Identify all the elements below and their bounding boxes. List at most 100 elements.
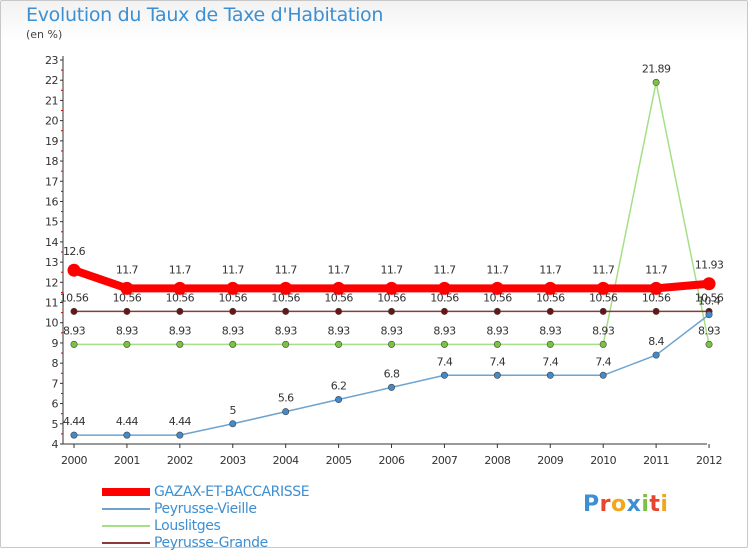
data-point bbox=[388, 383, 396, 391]
legend-swatch-louslitges bbox=[102, 525, 150, 527]
y-tick-label: 21 bbox=[45, 94, 58, 107]
data-point bbox=[67, 263, 81, 277]
x-tick-label: 2002 bbox=[167, 454, 193, 467]
data-point bbox=[279, 281, 293, 295]
legend-swatch-gazax bbox=[102, 488, 150, 496]
data-point bbox=[599, 340, 607, 348]
data-point bbox=[176, 340, 184, 348]
data-label: 11.7 bbox=[645, 263, 668, 276]
data-label: 5 bbox=[230, 404, 237, 417]
data-label: 10.56 bbox=[60, 291, 89, 304]
data-label: 8.93 bbox=[380, 324, 403, 337]
data-point bbox=[282, 408, 290, 416]
data-point bbox=[493, 371, 501, 379]
legend-label-gazax: GAZAX-ET-BACCARISSE bbox=[154, 484, 310, 500]
y-tick-label: 10 bbox=[45, 317, 58, 330]
legend-label-peyrusse-grande: Peyrusse-Grande bbox=[154, 535, 268, 551]
x-tick-label: 2001 bbox=[114, 454, 140, 467]
brand-letter: x bbox=[626, 492, 642, 517]
data-point bbox=[546, 307, 554, 315]
data-label: 6.2 bbox=[331, 380, 347, 393]
y-tick-label: 19 bbox=[45, 135, 58, 148]
data-point bbox=[493, 340, 501, 348]
chart-subtitle: (en %) bbox=[26, 28, 63, 41]
x-tick-label: 2008 bbox=[484, 454, 510, 467]
data-label: 11.7 bbox=[433, 263, 456, 276]
y-tick-label: 7 bbox=[52, 377, 59, 390]
brand-letter: r bbox=[599, 492, 611, 517]
data-point bbox=[335, 307, 343, 315]
y-tick-label: 9 bbox=[52, 337, 59, 350]
x-tick-label: 2004 bbox=[273, 454, 299, 467]
data-point bbox=[702, 277, 716, 291]
x-tick-label: 2009 bbox=[537, 454, 563, 467]
data-label: 10.56 bbox=[271, 291, 300, 304]
data-point bbox=[229, 307, 237, 315]
data-label: 10.56 bbox=[166, 291, 195, 304]
data-label: 10.4 bbox=[698, 295, 721, 308]
y-tick-label: 18 bbox=[45, 155, 58, 168]
data-point bbox=[652, 307, 660, 315]
data-point bbox=[440, 371, 448, 379]
data-label: 4.44 bbox=[169, 415, 192, 428]
legend-label-louslitges: Louslitges bbox=[154, 518, 221, 534]
data-point bbox=[385, 281, 399, 295]
data-label: 6.8 bbox=[384, 367, 400, 380]
data-point bbox=[490, 281, 504, 295]
data-label: 10.56 bbox=[589, 291, 618, 304]
data-label: 10.56 bbox=[695, 291, 724, 304]
y-tick-label: 15 bbox=[45, 216, 58, 229]
data-label: 11.7 bbox=[592, 263, 615, 276]
y-tick-label: 6 bbox=[52, 398, 59, 411]
y-tick-label: 13 bbox=[45, 256, 58, 269]
axes: 4 5 6 7 8 9 10 11 12 13 14 15 16 17 18 19 20 21 22 23 2000 20… bbox=[45, 54, 723, 467]
y-tick-label: 14 bbox=[45, 236, 58, 249]
data-label: 7.4 bbox=[595, 355, 611, 368]
data-label: 11.7 bbox=[275, 263, 298, 276]
data-label: 11.7 bbox=[380, 263, 403, 276]
data-point bbox=[70, 307, 78, 315]
x-tick-label: 2010 bbox=[590, 454, 616, 467]
data-point bbox=[440, 340, 448, 348]
data-point bbox=[705, 340, 713, 348]
data-point bbox=[120, 281, 134, 295]
data-point bbox=[123, 431, 131, 439]
data-label: 7.4 bbox=[490, 355, 506, 368]
data-label: 10.56 bbox=[324, 291, 353, 304]
data-point bbox=[70, 431, 78, 439]
data-point bbox=[123, 307, 131, 315]
data-label: 10.56 bbox=[483, 291, 512, 304]
data-point bbox=[176, 431, 184, 439]
data-point bbox=[705, 311, 713, 319]
data-point bbox=[596, 281, 610, 295]
brand-letter: i bbox=[660, 492, 669, 517]
data-point bbox=[437, 281, 451, 295]
data-label: 10.56 bbox=[219, 291, 248, 304]
data-label: 11.7 bbox=[328, 263, 351, 276]
data-point bbox=[599, 371, 607, 379]
x-tick-label: 2012 bbox=[696, 454, 722, 467]
x-tick-label: 2006 bbox=[379, 454, 405, 467]
brand-logo: Proxiti bbox=[583, 492, 668, 517]
data-label: 11.7 bbox=[486, 263, 509, 276]
data-label: 8.93 bbox=[539, 324, 562, 337]
data-point bbox=[229, 420, 237, 428]
data-point bbox=[335, 396, 343, 404]
data-label: 11.93 bbox=[695, 259, 724, 272]
data-point bbox=[332, 281, 346, 295]
data-point bbox=[543, 281, 557, 295]
data-label: 12.6 bbox=[63, 245, 86, 258]
legend-swatch-peyrusse-vieille bbox=[102, 508, 150, 510]
data-label: 10.56 bbox=[377, 291, 406, 304]
data-point bbox=[282, 340, 290, 348]
data-label: 8.93 bbox=[592, 324, 615, 337]
y-tick-label: 23 bbox=[45, 54, 58, 67]
data-label: 11.7 bbox=[169, 263, 192, 276]
data-label: 11.7 bbox=[539, 263, 562, 276]
data-point bbox=[70, 340, 78, 348]
data-label: 8.4 bbox=[648, 335, 664, 348]
data-label: 10.56 bbox=[642, 291, 671, 304]
data-point bbox=[652, 78, 660, 86]
